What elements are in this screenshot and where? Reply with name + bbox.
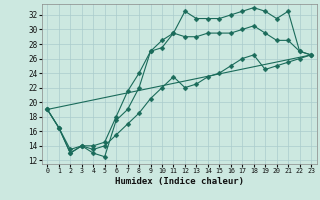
X-axis label: Humidex (Indice chaleur): Humidex (Indice chaleur): [115, 177, 244, 186]
